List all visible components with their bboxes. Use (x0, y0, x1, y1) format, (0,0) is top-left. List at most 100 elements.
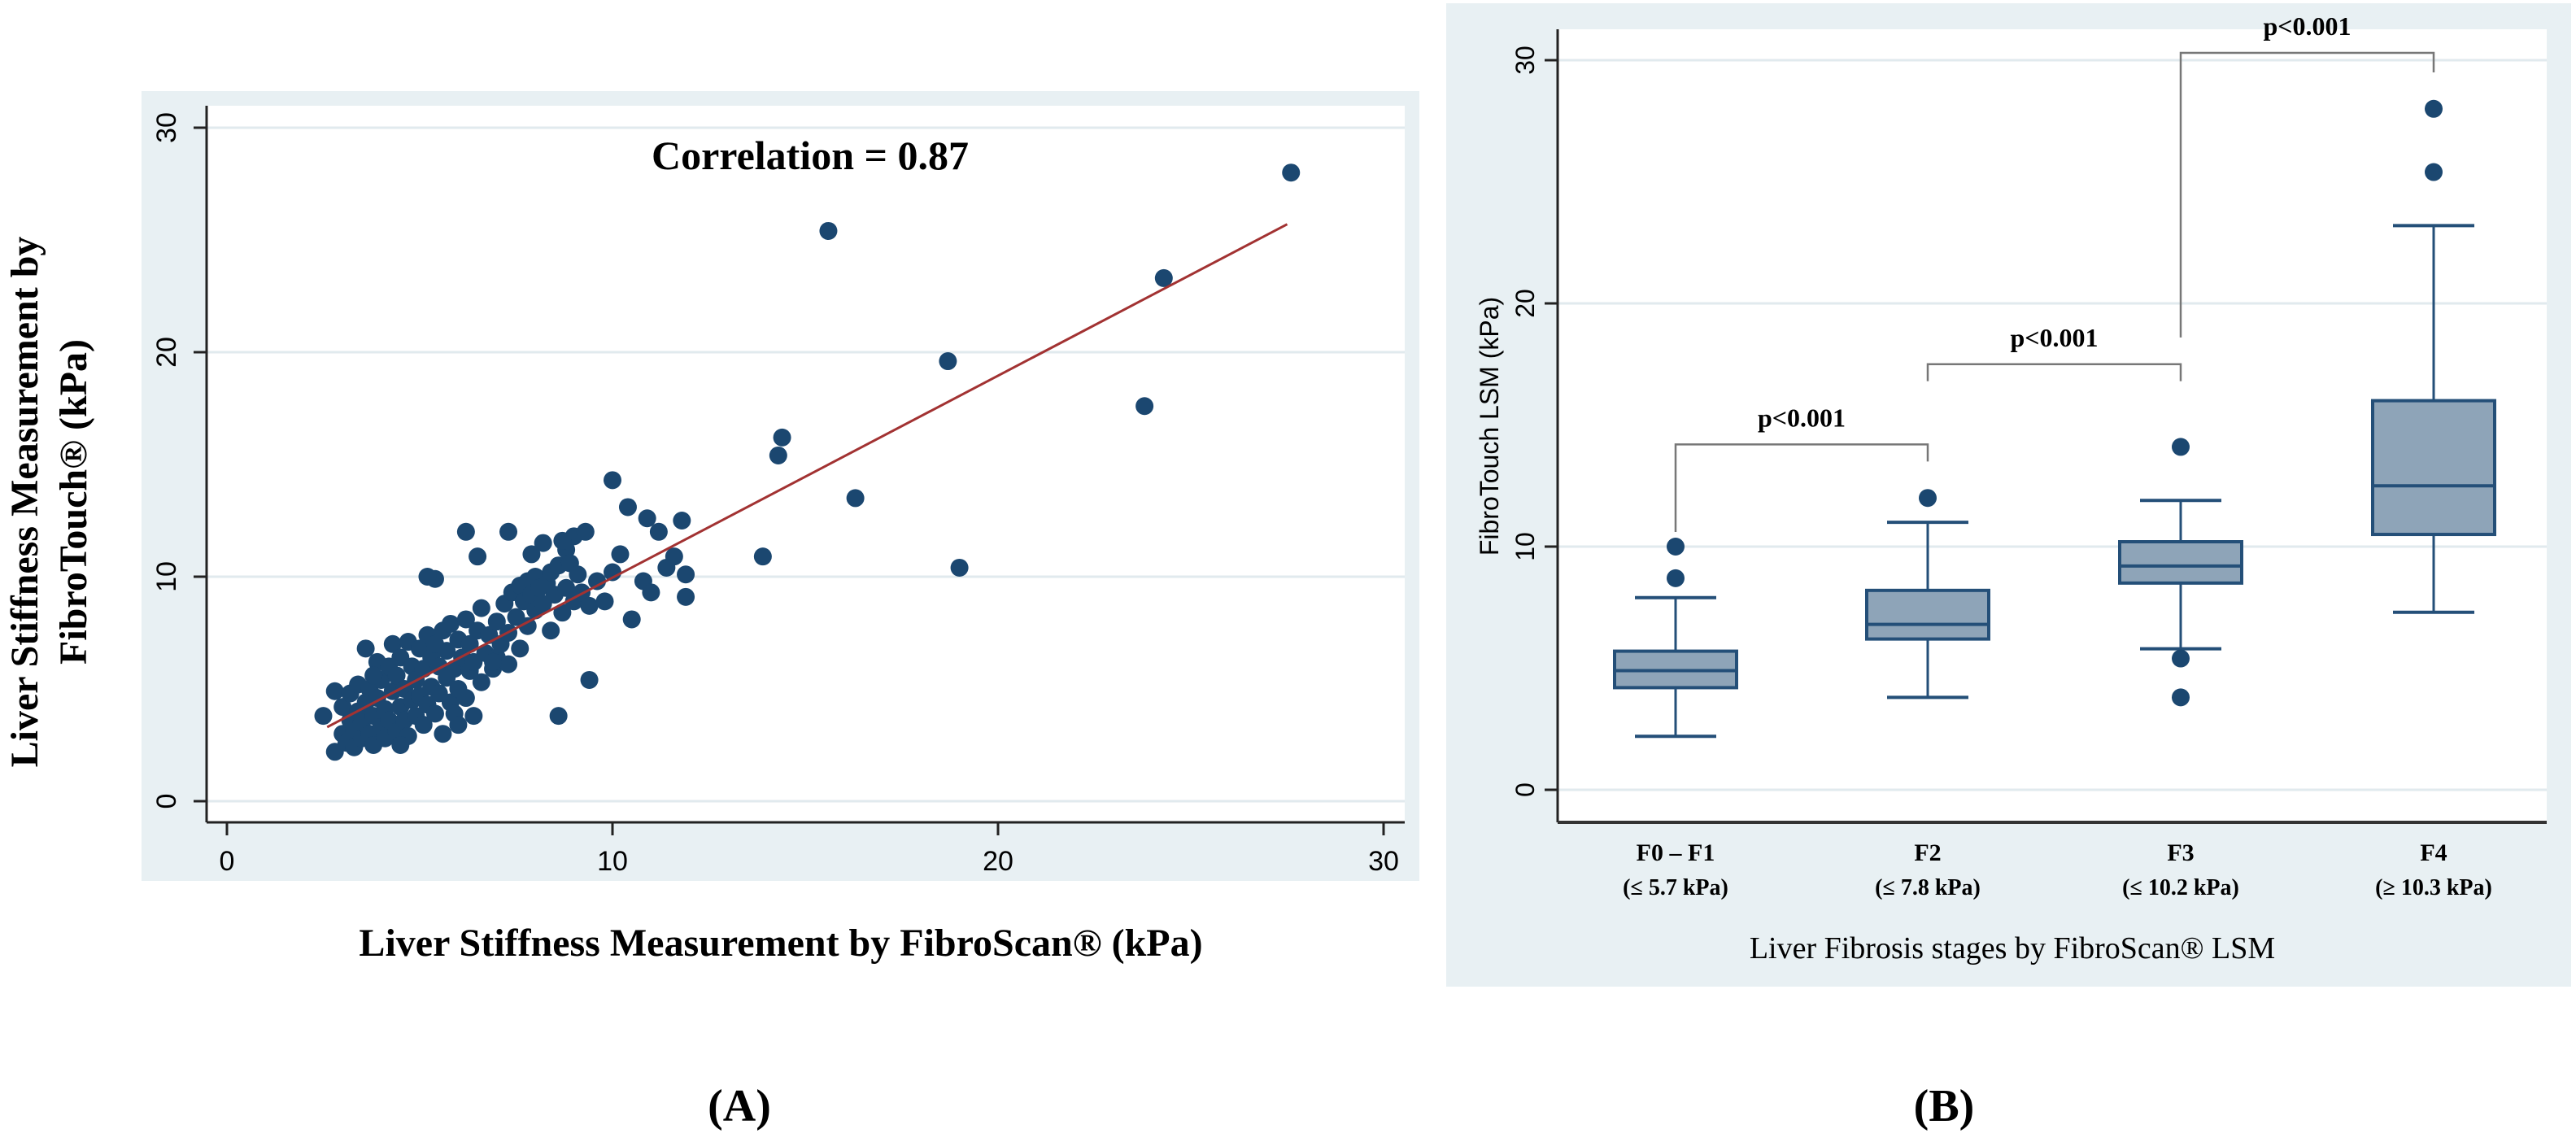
panel-a-y-axis-label-line2: FibroTouch® (kPa) (52, 339, 95, 665)
y-tick-label: 20 (151, 337, 182, 368)
y-tick-label: 0 (151, 794, 182, 809)
interquartile-box (1865, 588, 1990, 641)
data-point (846, 489, 865, 508)
panel-b-x-axis-label: Liver Fibrosis stages by FibroScan® LSM (1750, 931, 2275, 965)
panel-b-gridlines (1558, 59, 2547, 791)
data-point (418, 568, 437, 586)
x-tick-label: 0 (220, 846, 235, 877)
data-point (325, 682, 344, 700)
data-point (534, 534, 552, 552)
data-point (939, 352, 957, 371)
x-tick-label: 10 (597, 846, 628, 877)
data-point (604, 471, 621, 490)
data-point (472, 599, 490, 617)
data-point (434, 725, 452, 743)
correlation-annotation: Correlation = 0.87 (652, 133, 969, 178)
data-point (456, 689, 475, 708)
panel-a-x-axis-label: Liver Stiffness Measurement by FibroScan… (359, 922, 1202, 965)
category-sublabel: (≤ 10.2 kPa) (2122, 875, 2239, 900)
data-point (677, 587, 695, 606)
data-point (553, 531, 572, 550)
data-point (950, 558, 969, 577)
outlier-point (2172, 438, 2190, 456)
panel-b-label: (B) (1914, 1081, 1975, 1131)
data-point (642, 583, 660, 602)
data-point (819, 221, 838, 240)
outlier-point (2425, 99, 2443, 118)
data-point (1154, 268, 1173, 287)
outlier-point (1667, 538, 1685, 556)
data-point (383, 634, 402, 653)
y-tick-label: 10 (1510, 532, 1540, 561)
data-point (364, 666, 383, 685)
panel-b-ticks: 0 10 20 30 F0 – F1 (≤ 5.7 kPa) F2 (≤ 7.8 kPa) F3… (1510, 46, 2492, 900)
data-point (580, 670, 599, 689)
data-point (518, 617, 537, 635)
data-point (549, 707, 568, 726)
data-point (438, 642, 456, 660)
significance-bracket (2179, 51, 2435, 338)
y-tick-label: 30 (151, 112, 182, 143)
data-point (387, 666, 406, 685)
data-point (487, 612, 506, 631)
outlier-point (2172, 649, 2190, 668)
y-tick-label: 30 (1510, 46, 1540, 75)
data-point (499, 655, 518, 673)
panel-a-label: (A) (708, 1081, 771, 1131)
y-tick-label: 0 (1510, 782, 1540, 797)
data-point (657, 558, 676, 577)
data-point (649, 522, 668, 541)
category-label: F3 (2167, 839, 2194, 866)
data-point (456, 610, 475, 629)
category-sublabel: (≤ 5.7 kPa) (1623, 875, 1728, 900)
data-point (677, 565, 695, 584)
data-point (638, 509, 656, 528)
box-2 (1865, 489, 1990, 700)
category-sublabel: (≤ 7.8 kPa) (1875, 875, 1981, 900)
data-point (1282, 163, 1301, 182)
data-point (441, 614, 460, 633)
data-point (580, 596, 599, 615)
significance-bracket (1926, 363, 2182, 381)
panel-a-points (314, 163, 1301, 761)
data-point (773, 428, 791, 447)
outlier-point (1667, 569, 1685, 587)
category-label: F2 (1914, 839, 1941, 866)
data-point (769, 446, 787, 464)
data-point (469, 547, 487, 566)
data-point (356, 639, 375, 658)
data-point (553, 604, 572, 622)
box-1 (1613, 538, 1738, 739)
data-point (576, 522, 595, 541)
data-point (511, 639, 530, 658)
p-value-label: p<0.001 (2010, 323, 2098, 352)
data-point (414, 716, 433, 734)
data-point (673, 512, 691, 530)
data-point (569, 565, 587, 584)
y-tick-label: 20 (1510, 289, 1540, 318)
data-point (314, 707, 333, 726)
panel-b-boxplot: p<0.001 p<0.001 p<0.001 0 10 20 30 F0 – F1 (≤ 5… (1446, 3, 2571, 1131)
data-point (611, 545, 630, 564)
panel-a-scatter: 0 10 20 30 0 10 20 30 Correlation = 0.87 Liver … (3, 91, 1419, 1131)
p-value-label: p<0.001 (2263, 11, 2351, 41)
outlier-point (1919, 489, 1937, 508)
data-point (391, 736, 410, 754)
x-tick-label: 20 (983, 846, 1013, 877)
boxes (1613, 99, 2496, 739)
data-point (464, 707, 483, 726)
data-point (425, 704, 444, 723)
data-point (1135, 397, 1154, 416)
data-point (753, 547, 772, 566)
data-point (460, 634, 479, 653)
data-point (456, 522, 475, 541)
data-point (449, 716, 468, 734)
box-3 (2118, 438, 2243, 707)
interquartile-box (2371, 399, 2496, 537)
y-tick-label: 10 (151, 561, 182, 592)
data-point (618, 498, 637, 517)
panel-a-ticks: 0 10 20 30 0 10 20 30 (151, 112, 1399, 877)
data-point (595, 592, 614, 611)
panel-b-y-axis-label: FibroTouch LSM (kPa) (1475, 297, 1504, 556)
